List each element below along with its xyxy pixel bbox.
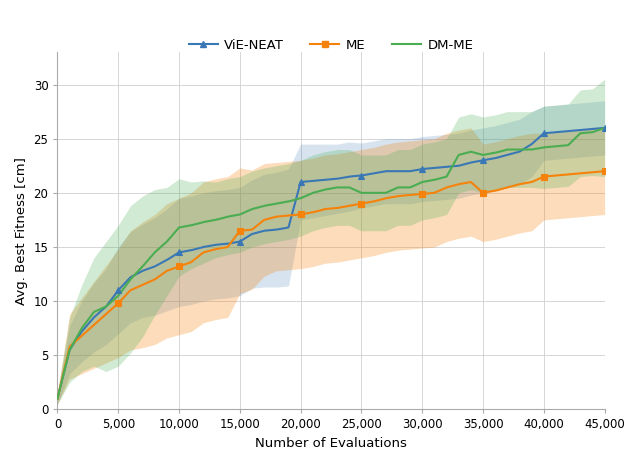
X-axis label: Number of Evaluations: Number of Evaluations	[255, 437, 407, 450]
Legend: ViE-NEAT, ME, DM-ME: ViE-NEAT, ME, DM-ME	[183, 33, 479, 57]
Y-axis label: Avg. Best Fitness [cm]: Avg. Best Fitness [cm]	[15, 157, 28, 305]
